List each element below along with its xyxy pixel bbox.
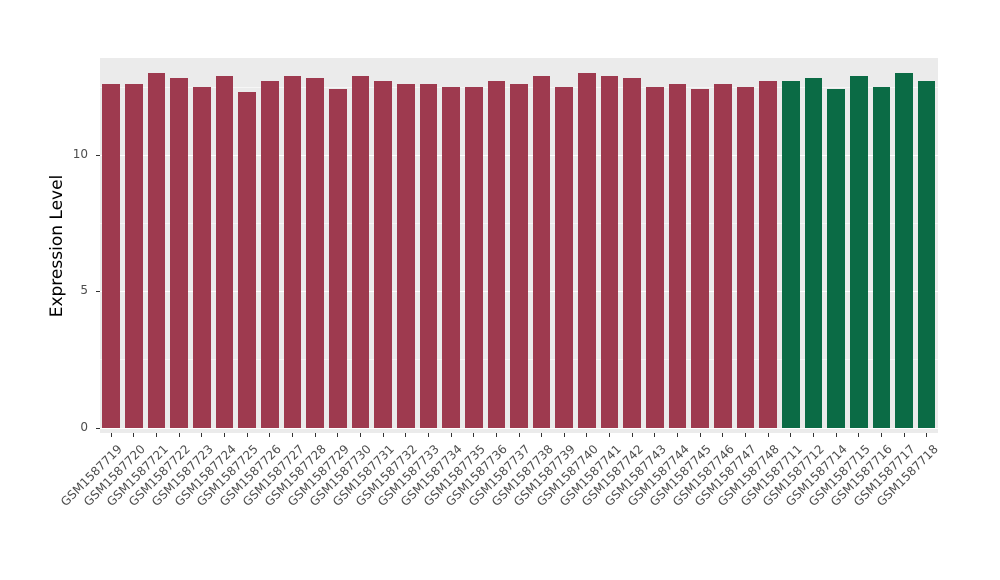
bar — [917, 81, 936, 428]
x-tick-mark — [314, 433, 316, 437]
plot-panel — [100, 58, 938, 433]
bar — [804, 78, 823, 428]
x-tick-mark — [450, 433, 452, 437]
x-tick-mark — [110, 433, 112, 437]
bar — [374, 81, 392, 428]
bar — [600, 75, 619, 428]
bar — [351, 75, 370, 428]
x-tick-mark — [926, 433, 928, 437]
bar — [827, 89, 845, 428]
bar — [170, 78, 189, 428]
x-tick-mark — [495, 433, 497, 437]
x-tick-mark — [835, 433, 837, 437]
x-tick-mark — [201, 433, 203, 437]
x-tick-mark — [133, 433, 135, 437]
bar — [147, 73, 166, 428]
x-tick-mark — [677, 433, 679, 437]
bar — [261, 81, 279, 428]
y-tick-label: 0 — [80, 419, 88, 434]
bar — [872, 86, 891, 428]
x-tick-mark — [224, 433, 226, 437]
x-tick-mark — [269, 433, 271, 437]
y-axis: 0 5 10 — [0, 58, 100, 434]
bar — [555, 86, 574, 428]
x-tick-mark — [292, 433, 293, 437]
y-tick-mark — [96, 291, 100, 293]
bar — [510, 83, 528, 428]
bar — [215, 75, 234, 428]
bar — [714, 83, 732, 428]
x-tick-mark — [586, 433, 588, 437]
bar — [442, 86, 460, 428]
x-tick-mark — [427, 433, 429, 437]
x-tick-mark — [744, 433, 746, 437]
bar — [396, 83, 415, 428]
x-tick-mark — [790, 433, 792, 437]
bar — [328, 89, 347, 428]
x-tick-mark — [382, 433, 384, 437]
bar — [238, 92, 257, 428]
y-tick-label: 10 — [72, 146, 88, 161]
x-tick-mark — [858, 433, 860, 437]
x-tick-mark — [654, 433, 656, 437]
x-tick-mark — [156, 433, 158, 437]
x-tick-mark — [699, 433, 701, 437]
x-tick-mark — [405, 433, 407, 437]
bar — [759, 81, 777, 428]
x-tick-mark — [541, 433, 543, 437]
bar — [306, 78, 324, 428]
bar — [781, 81, 800, 428]
bar — [578, 73, 596, 428]
bar — [487, 81, 506, 428]
y-tick-label: 5 — [80, 283, 88, 298]
x-tick-mark — [609, 433, 611, 437]
bar — [419, 83, 438, 428]
x-tick-mark — [631, 433, 633, 437]
x-tick-mark — [246, 433, 248, 437]
bar — [283, 75, 302, 428]
bar — [464, 86, 483, 428]
y-tick-mark — [96, 427, 100, 429]
y-tick-mark — [96, 154, 100, 156]
bar — [668, 83, 687, 428]
x-tick-mark — [518, 433, 520, 437]
x-tick-mark — [767, 433, 769, 437]
bar — [193, 86, 211, 428]
bar — [849, 75, 868, 428]
x-tick-mark — [359, 433, 361, 437]
x-tick-mark — [473, 433, 475, 437]
bar — [646, 86, 664, 428]
x-tick-mark — [722, 433, 724, 437]
bar — [736, 86, 755, 428]
bar — [532, 75, 551, 428]
bar — [102, 83, 121, 428]
x-tick-mark — [178, 433, 180, 437]
bar — [895, 73, 913, 428]
x-tick-mark — [880, 433, 882, 437]
x-axis: GSM1587719 GSM1587720 GSM1587721 GSM1587722… — [58, 433, 941, 573]
bar — [125, 83, 143, 428]
x-tick-mark — [903, 433, 905, 437]
x-tick-mark — [337, 433, 339, 437]
x-tick-mark — [563, 433, 565, 437]
gridline-major — [100, 427, 938, 429]
x-tick-mark — [812, 433, 814, 437]
bar — [691, 89, 709, 428]
bar — [623, 78, 642, 428]
